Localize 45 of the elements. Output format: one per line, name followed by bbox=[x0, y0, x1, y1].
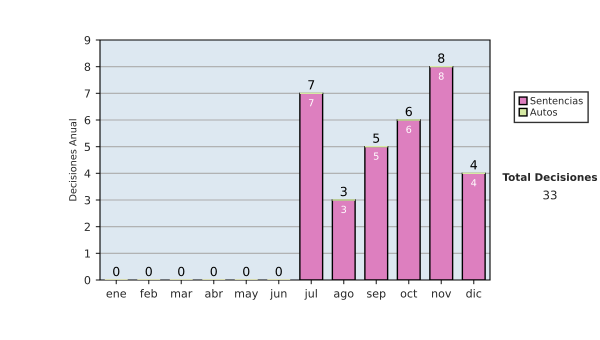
data-label: 6 bbox=[406, 126, 412, 134]
total-label: 4 bbox=[470, 160, 478, 170]
x-tick-label: jun bbox=[270, 289, 286, 300]
x-tick-label: ene bbox=[106, 291, 126, 298]
text: Total Decisiones bbox=[502, 172, 598, 182]
y-tick-label: 8 bbox=[84, 62, 90, 72]
total-label: 7 bbox=[308, 80, 314, 90]
y-axis-title: Decisiones Anual bbox=[68, 119, 76, 201]
total-label: 0 bbox=[243, 266, 250, 276]
x-tick-label: sep bbox=[367, 291, 386, 300]
x-tick-label: feb bbox=[140, 289, 158, 298]
total-label: 0 bbox=[210, 266, 217, 276]
total-label: 5 bbox=[373, 134, 380, 143]
total-label: 0 bbox=[178, 266, 184, 276]
y-tick-label: 0 bbox=[84, 276, 90, 284]
data-label: 5 bbox=[374, 152, 378, 160]
total-label: 8 bbox=[438, 53, 444, 63]
x-tick-label: mar bbox=[171, 291, 192, 298]
x-tick-label: oct bbox=[400, 290, 418, 298]
total-label: 6 bbox=[406, 106, 412, 116]
x-tick-label: nov bbox=[432, 291, 452, 298]
data-label: 3 bbox=[341, 206, 346, 214]
data-label: 4 bbox=[471, 179, 476, 186]
y-tick-label: 7 bbox=[84, 89, 90, 98]
total-label: 0 bbox=[276, 266, 282, 276]
y-tick-label: 2 bbox=[84, 222, 90, 231]
legend-label: Autos bbox=[530, 108, 558, 116]
y-tick-label: 1 bbox=[85, 249, 90, 258]
legend-label: Sentencias bbox=[530, 96, 583, 104]
data-label: 8 bbox=[438, 72, 444, 80]
x-tick-label: may bbox=[235, 291, 258, 300]
total-label: 0 bbox=[146, 266, 152, 276]
text: 33 bbox=[543, 190, 557, 200]
y-tick-label: 5 bbox=[84, 142, 90, 152]
y-tick-label: 9 bbox=[84, 36, 90, 44]
data-label: 7 bbox=[308, 99, 314, 106]
y-tick-label: 6 bbox=[84, 116, 90, 124]
x-tick-label: jul bbox=[304, 289, 317, 300]
total-label: 3 bbox=[340, 186, 347, 196]
total-label: 0 bbox=[113, 266, 120, 276]
x-tick-label: abr bbox=[205, 289, 223, 298]
y-tick-label: 3 bbox=[84, 196, 90, 204]
x-tick-label: dic bbox=[466, 289, 482, 298]
y-tick-label: 4 bbox=[84, 169, 90, 178]
x-tick-label: ago bbox=[334, 291, 354, 300]
